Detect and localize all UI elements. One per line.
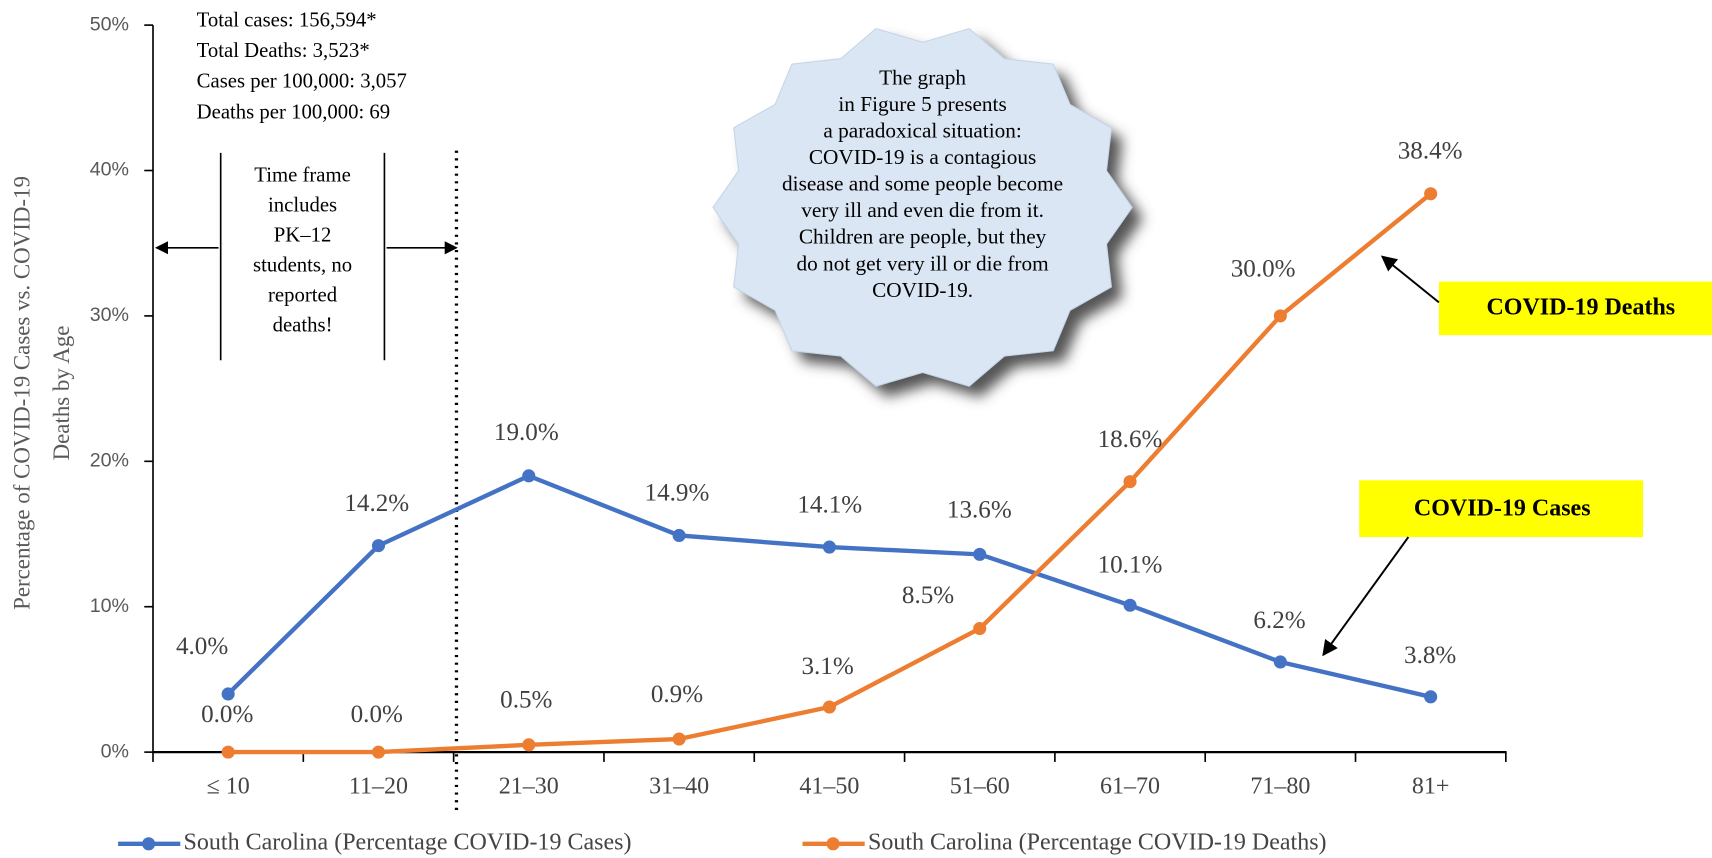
time-frame-text: students, no	[253, 255, 352, 277]
legend-label: South Carolina (Percentage COVID-19 Case…	[184, 829, 632, 855]
callout-text: disease and some people become	[782, 172, 1063, 196]
point	[1424, 187, 1438, 201]
time-frame-text: deaths!	[273, 315, 333, 337]
point	[1424, 690, 1438, 704]
data-label: 19.0%	[494, 419, 559, 446]
time-frame-text: reported	[268, 285, 338, 307]
data-label: 14.1%	[797, 491, 862, 518]
point	[973, 547, 987, 561]
point	[1273, 309, 1287, 323]
x-tick-label: 61–70	[1100, 774, 1160, 800]
time-frame-text: includes	[268, 195, 337, 217]
data-label: 0.0%	[201, 701, 253, 728]
point	[371, 539, 386, 553]
callout-text: in Figure 5 presents	[838, 92, 1006, 116]
data-label: 13.6%	[947, 497, 1012, 524]
legend-marker	[142, 837, 156, 851]
x-tick-label: 21–30	[499, 774, 559, 800]
data-label: 3.8%	[1404, 642, 1456, 669]
point	[973, 621, 987, 636]
point	[522, 469, 536, 483]
point	[672, 732, 686, 746]
stats-text: Deaths per 100,000: 69	[197, 101, 390, 123]
callout-bubble	[712, 27, 1144, 398]
callout-text: do not get very ill or die from	[796, 251, 1049, 275]
data-label: 0.9%	[651, 681, 703, 708]
stats-text: Cases per 100,000: 3,057	[197, 71, 407, 93]
callout-text: a paradoxical situation:	[823, 119, 1021, 143]
callout-text: COVID-19.	[872, 278, 973, 302]
point	[822, 540, 836, 554]
x-tick-label: 11–20	[349, 774, 408, 800]
point	[822, 700, 836, 714]
y-tick-label: 50%	[90, 13, 129, 35]
callout-box	[1438, 281, 1712, 336]
y-axis-label: Percentage of COVID-19 Cases vs. COVID-1…	[9, 176, 34, 610]
y-tick-label: 10%	[90, 595, 129, 617]
arrow	[1322, 536, 1410, 657]
data-label: 8.5%	[902, 582, 954, 609]
data-label: 0.5%	[500, 687, 552, 714]
data-label: 6.2%	[1253, 607, 1305, 634]
callout-text: Children are people, but they	[799, 225, 1047, 249]
point	[672, 528, 686, 543]
point	[522, 738, 536, 752]
x-tick-label: 41–50	[799, 774, 859, 800]
data-label: 14.9%	[645, 479, 710, 506]
y-tick-label: 20%	[90, 449, 129, 471]
data-label: 10.1%	[1098, 551, 1163, 578]
point	[1273, 655, 1287, 669]
point	[371, 745, 386, 759]
data-label: 38.4%	[1398, 138, 1463, 165]
x-tick-label: 81+	[1412, 774, 1450, 800]
x-tick-label: 31–40	[649, 774, 709, 800]
stats-text: Total cases: 156,594*	[197, 10, 377, 32]
y-axis-label: Deaths by Age	[49, 326, 74, 461]
data-label: 30.0%	[1231, 255, 1296, 282]
stats-text: Total Deaths: 3,523*	[197, 40, 370, 62]
y-tick-label: 0%	[101, 740, 129, 762]
data-label: 0.0%	[351, 701, 403, 728]
callout-label: COVID-19 Deaths	[1486, 294, 1675, 320]
callout-box	[1359, 480, 1644, 538]
time-frame-text: Time frame	[254, 165, 351, 187]
data-label: 3.1%	[801, 653, 853, 680]
legend-label: South Carolina (Percentage COVID-19 Deat…	[868, 829, 1327, 855]
bubble-shape	[712, 27, 1133, 387]
callout-label: COVID-19 Cases	[1414, 495, 1591, 521]
point	[221, 687, 235, 701]
legend-marker	[826, 837, 840, 851]
data-label: 18.6%	[1098, 426, 1163, 453]
x-tick-label: 51–60	[950, 774, 1010, 800]
y-tick-label: 30%	[90, 304, 129, 326]
time-frame-text: PK–12	[274, 225, 332, 247]
y-tick-label: 40%	[90, 159, 129, 181]
arrow	[1380, 255, 1440, 304]
point	[1123, 475, 1137, 489]
point	[1123, 598, 1137, 612]
x-tick-label: 71–80	[1250, 774, 1310, 800]
callout-text: COVID-19 is a contagious	[809, 145, 1036, 169]
callout-text: The graph	[879, 66, 966, 90]
point	[221, 745, 235, 759]
data-label: 14.2%	[344, 490, 409, 517]
callout-text: very ill and even die from it.	[801, 198, 1044, 222]
x-tick-label: ≤ 10	[207, 774, 250, 800]
data-label: 4.0%	[176, 633, 228, 660]
